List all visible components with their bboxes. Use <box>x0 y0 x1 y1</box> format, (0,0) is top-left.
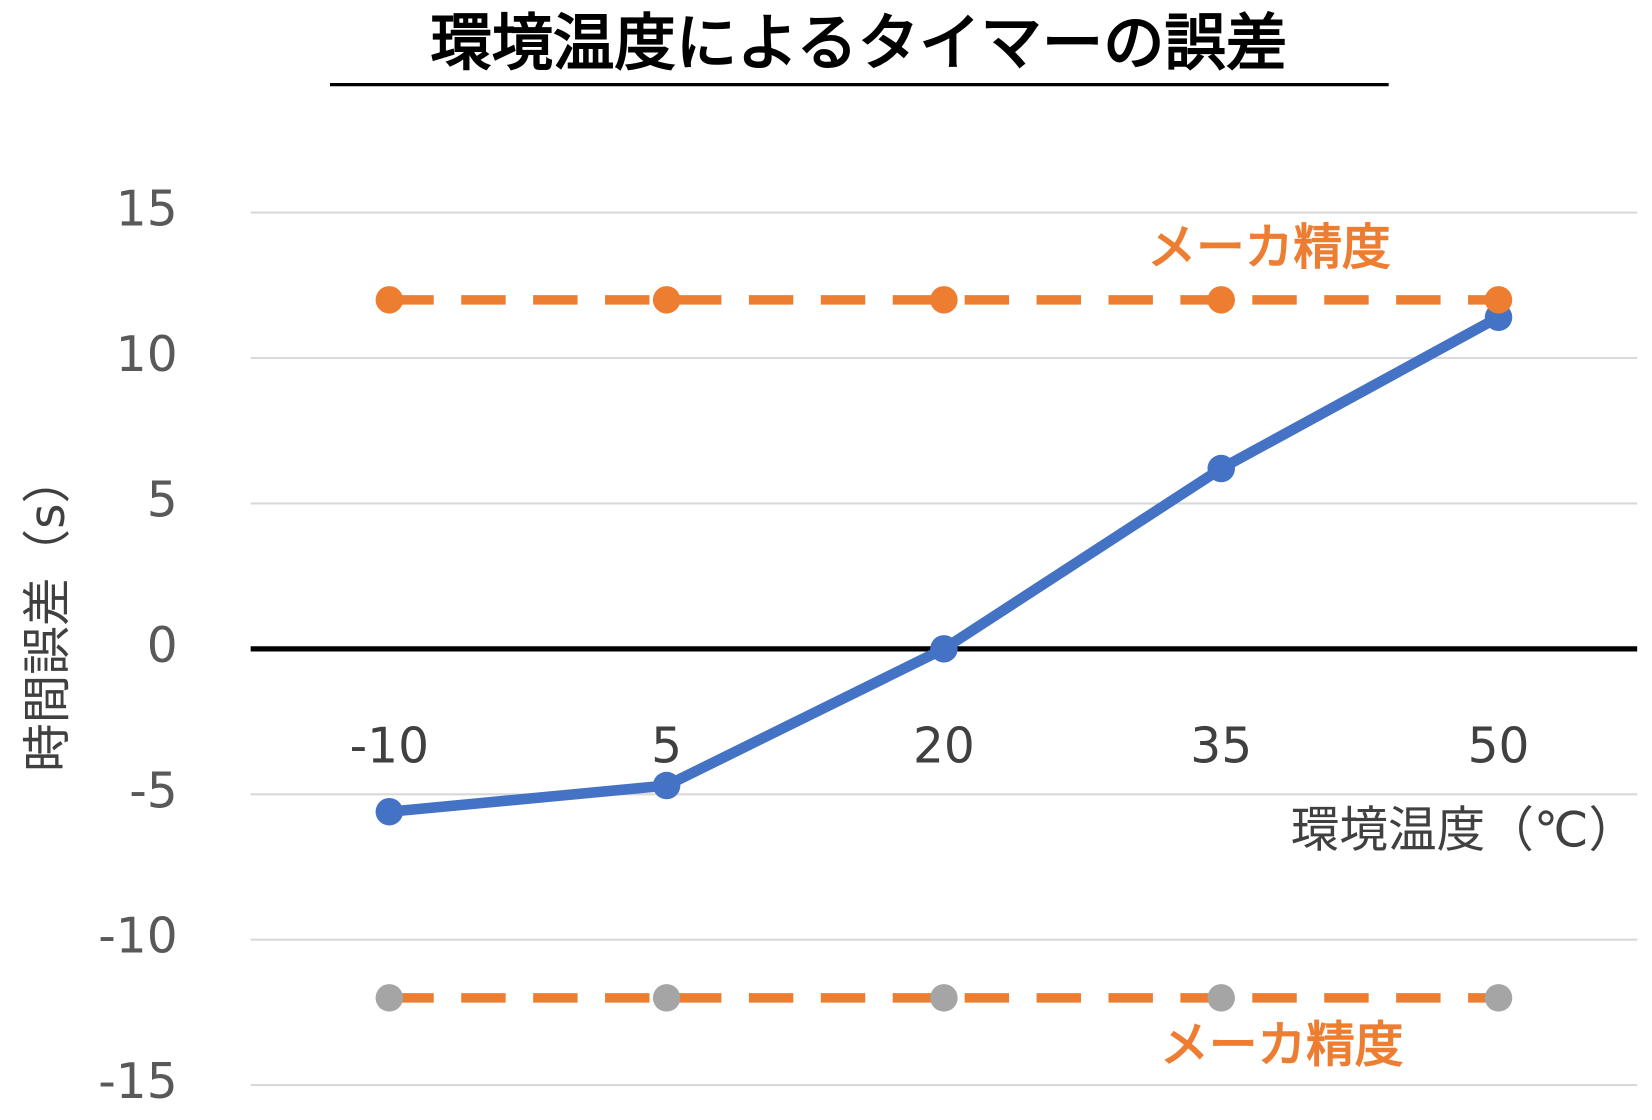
x-axis-title: 環境温度（℃） <box>1291 802 1637 858</box>
annotation: メーカ精度 <box>1160 1018 1404 1074</box>
data-point <box>930 635 958 663</box>
x-tick-label: 35 <box>1190 718 1252 774</box>
x-tick-label: 20 <box>913 718 975 774</box>
annotation: メーカ精度 <box>1148 220 1392 276</box>
data-point <box>1207 984 1235 1012</box>
x-tick-label: 50 <box>1468 718 1530 774</box>
data-point <box>652 984 681 1012</box>
x-tick-label: -10 <box>350 718 429 774</box>
data-point <box>1484 286 1513 314</box>
data-point <box>1484 984 1513 1012</box>
y-tick-label: 5 <box>147 472 178 528</box>
data-point <box>652 771 681 800</box>
y-tick-label: -10 <box>98 909 177 965</box>
y-tick-label: -15 <box>98 1054 177 1110</box>
data-point <box>375 984 404 1012</box>
chart-title: 環境温度によるタイマーの誤差 <box>430 8 1287 79</box>
y-tick-label: 15 <box>116 182 178 238</box>
y-tick-label: -5 <box>129 763 177 819</box>
data-point <box>930 984 958 1012</box>
y-tick-label: 10 <box>116 327 178 383</box>
x-tick-label: 5 <box>651 718 682 774</box>
data-point <box>1207 286 1235 314</box>
y-tick-label: 0 <box>147 618 178 674</box>
y-axis-title: 時間誤差（s） <box>20 455 76 772</box>
data-point <box>652 286 681 314</box>
data-point <box>375 797 404 826</box>
data-point <box>1207 454 1235 483</box>
data-point <box>375 286 404 314</box>
data-point <box>930 286 958 314</box>
